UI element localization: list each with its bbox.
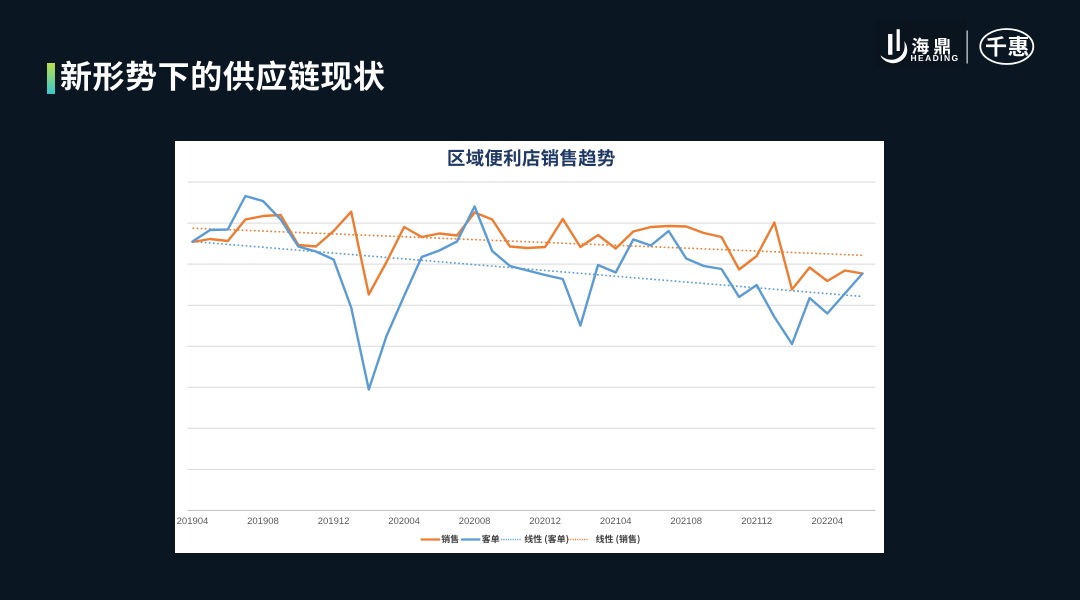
svg-text:202204: 202204 [811,516,843,527]
svg-text:202004: 202004 [388,516,420,527]
svg-text:202112: 202112 [741,516,772,527]
svg-text:201908: 201908 [247,516,279,527]
svg-text:202012: 202012 [529,516,561,527]
svg-text:HEADING: HEADING [911,53,960,63]
svg-text:201912: 201912 [318,516,350,527]
svg-text:201904: 201904 [177,516,209,527]
svg-text:202008: 202008 [459,516,491,527]
svg-text:202108: 202108 [670,516,702,527]
svg-text:202104: 202104 [600,516,632,527]
